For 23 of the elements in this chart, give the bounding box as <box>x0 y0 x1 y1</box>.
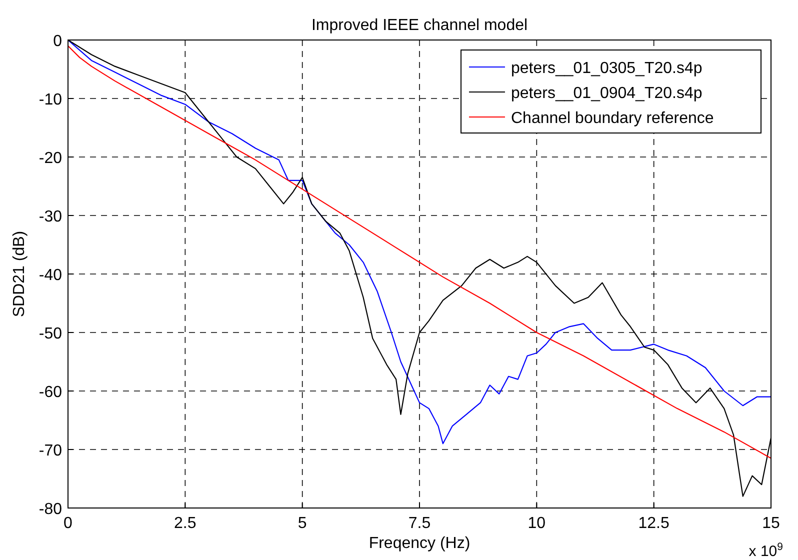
legend-label: Channel boundary reference <box>511 110 714 127</box>
y-axis-title: SDD21 (dB) <box>11 230 28 318</box>
y-tick-label: -40 <box>38 267 62 284</box>
chart-title: Improved IEEE channel model <box>311 17 528 34</box>
y-tick-label: -20 <box>38 150 62 167</box>
y-tick-label: 0 <box>53 33 62 50</box>
y-tick-label: -70 <box>38 442 62 460</box>
y-tick-label: -60 <box>38 384 62 401</box>
y-tick-label: -50 <box>38 326 62 342</box>
legend-label: peters__01_0305_T20.s4p <box>511 60 702 77</box>
y-tick-label: -10 <box>38 92 62 108</box>
legend-label: peters__01_0904_T20.s4p <box>511 85 702 102</box>
x-tick-label: 7.5 <box>408 515 431 532</box>
text: x 10$^{9}$ <box>748 541 784 560</box>
x-tick-label: 5 <box>298 515 307 532</box>
x-tick-label: 12.5 <box>638 515 670 532</box>
y-tick-label: -30 <box>38 208 62 226</box>
y-tick-label: -80 <box>38 501 62 518</box>
x-axis-title: Freqency (Hz) <box>368 535 470 552</box>
x-tick-label: 10 <box>528 515 546 532</box>
x-tick-label: 2.5 <box>174 515 196 532</box>
x-tick-label: 0 <box>64 515 73 532</box>
x-tick-label: 15 <box>762 515 780 532</box>
